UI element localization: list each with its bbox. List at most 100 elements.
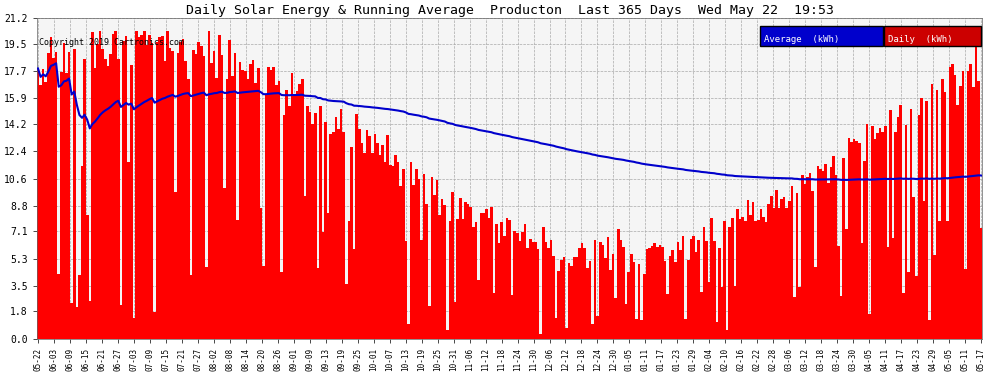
Bar	[838, 246, 840, 339]
Bar	[612, 254, 615, 339]
Bar	[746, 200, 749, 339]
Bar	[628, 273, 630, 339]
Bar	[306, 106, 309, 339]
Bar	[371, 153, 373, 339]
Bar	[663, 261, 666, 339]
Bar	[920, 98, 923, 339]
Bar	[889, 110, 892, 339]
Bar	[397, 162, 399, 339]
Bar	[350, 147, 352, 339]
Bar	[876, 132, 879, 339]
Bar	[540, 334, 542, 339]
Bar	[247, 79, 249, 339]
Bar	[645, 249, 648, 339]
Bar	[956, 105, 959, 339]
Bar	[242, 70, 244, 339]
Bar	[122, 41, 125, 339]
Bar	[666, 294, 669, 339]
Bar	[288, 106, 291, 339]
Bar	[682, 236, 684, 339]
Bar	[277, 81, 280, 339]
Bar	[464, 202, 467, 339]
Bar	[176, 53, 179, 339]
Bar	[54, 52, 57, 339]
Bar	[858, 143, 860, 339]
Bar	[594, 240, 596, 339]
Bar	[141, 35, 143, 339]
Bar	[163, 61, 166, 339]
Bar	[726, 330, 729, 339]
Bar	[809, 173, 812, 339]
Bar	[485, 209, 487, 339]
Bar	[109, 54, 112, 339]
Bar	[549, 240, 552, 339]
Bar	[179, 42, 182, 339]
Bar	[195, 54, 197, 339]
Bar	[343, 132, 346, 339]
Bar	[52, 58, 54, 339]
Bar	[967, 71, 969, 339]
Bar	[125, 36, 128, 339]
Bar	[472, 227, 474, 339]
Bar	[954, 75, 956, 339]
Bar	[757, 220, 759, 339]
Bar	[264, 95, 267, 339]
Bar	[684, 319, 687, 339]
Bar	[713, 241, 716, 339]
Bar	[729, 227, 731, 339]
Bar	[529, 239, 532, 339]
Bar	[936, 90, 939, 339]
Bar	[376, 142, 379, 339]
Text: Average  (kWh): Average (kWh)	[763, 35, 839, 44]
Bar	[669, 256, 671, 339]
Bar	[226, 79, 229, 339]
Bar	[573, 257, 575, 339]
Bar	[99, 32, 101, 339]
Bar	[158, 37, 161, 339]
Bar	[977, 81, 980, 339]
Bar	[431, 177, 433, 339]
Bar	[229, 40, 231, 339]
Bar	[943, 92, 946, 339]
Bar	[822, 171, 825, 339]
Bar	[272, 68, 275, 339]
Bar	[674, 262, 676, 339]
Bar	[346, 284, 347, 339]
Bar	[428, 306, 431, 339]
Bar	[257, 68, 259, 339]
Bar	[817, 166, 819, 339]
Bar	[325, 122, 327, 339]
Bar	[812, 191, 814, 339]
Bar	[501, 222, 503, 339]
Bar	[552, 256, 554, 339]
Bar	[136, 32, 138, 339]
Bar	[827, 183, 830, 339]
Bar	[203, 56, 205, 339]
Bar	[352, 249, 355, 339]
Bar	[798, 287, 801, 339]
Bar	[607, 237, 609, 339]
Bar	[692, 236, 695, 339]
Bar	[762, 217, 764, 339]
Bar	[897, 117, 900, 339]
Bar	[918, 115, 920, 339]
Bar	[915, 276, 918, 339]
Bar	[547, 248, 549, 339]
Bar	[117, 59, 120, 339]
Bar	[133, 318, 136, 339]
Bar	[441, 199, 444, 339]
Bar	[405, 241, 407, 339]
Bar	[285, 90, 288, 339]
Bar	[94, 68, 96, 339]
Bar	[913, 197, 915, 339]
Bar	[379, 154, 381, 339]
Bar	[625, 304, 628, 339]
Bar	[75, 307, 78, 339]
Title: Daily Solar Energy & Running Average  Producton  Last 365 Days  Wed May 22  19:5: Daily Solar Energy & Running Average Pro…	[185, 4, 834, 17]
Bar	[309, 112, 311, 339]
Bar	[107, 66, 109, 339]
Bar	[360, 143, 363, 339]
Bar	[373, 134, 376, 339]
Bar	[381, 145, 384, 339]
Bar	[45, 82, 48, 339]
